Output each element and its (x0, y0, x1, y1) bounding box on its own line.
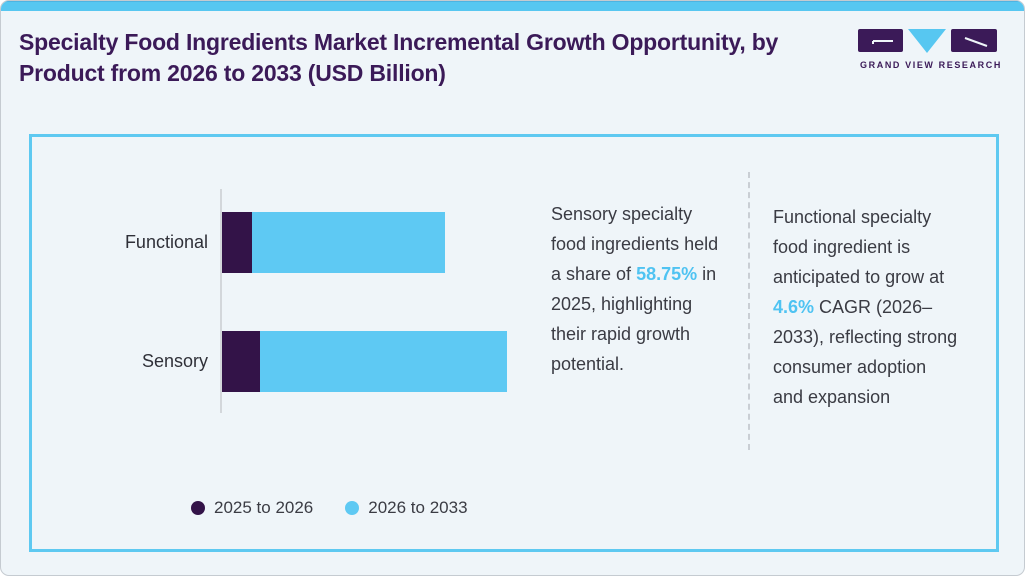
legend-item-2025-2026: 2025 to 2026 (191, 498, 313, 518)
brand-logo-text: GRAND VIEW RESEARCH (860, 60, 1002, 70)
annotation-functional: Functional specialty food ingredient is … (773, 202, 958, 412)
highlight-share-value: 58.75% (636, 264, 698, 284)
bar-sensory-2026-2033 (260, 331, 507, 392)
legend-dot-blue-icon (345, 501, 360, 515)
bar-functional (222, 212, 445, 273)
legend-label: 2025 to 2026 (214, 498, 314, 517)
bar-sensory (222, 331, 507, 392)
legend-dot-dark-icon (191, 501, 205, 515)
bar-functional-2025-2026 (222, 212, 252, 273)
legend-label: 2026 to 2033 (368, 498, 468, 517)
category-label-sensory: Sensory (141, 351, 208, 371)
annotation-sensory: Sensory specialty food ingredients held … (551, 199, 731, 379)
annotation-text: CAGR (2026–2033), reflecting strong cons… (773, 297, 958, 407)
annotation-text: in 2025, highlighting their rapid growth… (551, 264, 717, 374)
bar-functional-2026-2033 (252, 212, 445, 273)
gvr-logo-icon (858, 29, 997, 53)
brand-logo: GRAND VIEW RESEARCH (856, 29, 1006, 70)
highlight-cagr-value: 4.6% (773, 297, 815, 317)
top-accent-bar (1, 1, 1024, 11)
legend: 2025 to 2026 2026 to 2033 (191, 498, 468, 518)
dashed-divider (748, 172, 750, 450)
annotation-text: Functional specialty food ingredient is … (773, 207, 945, 287)
chart-card: Functional Sensory 2025 to 2026 2026 to … (29, 134, 999, 552)
legend-item-2026-2033: 2026 to 2033 (345, 498, 468, 518)
header: Specialty Food Ingredients Market Increm… (19, 27, 1006, 89)
category-axis-line (220, 189, 222, 413)
bar-sensory-2025-2026 (222, 331, 260, 392)
page-title: Specialty Food Ingredients Market Increm… (19, 29, 779, 86)
category-label-functional: Functional (124, 232, 208, 252)
annotation-text: Sensory specialty food ingredients held … (551, 204, 719, 284)
